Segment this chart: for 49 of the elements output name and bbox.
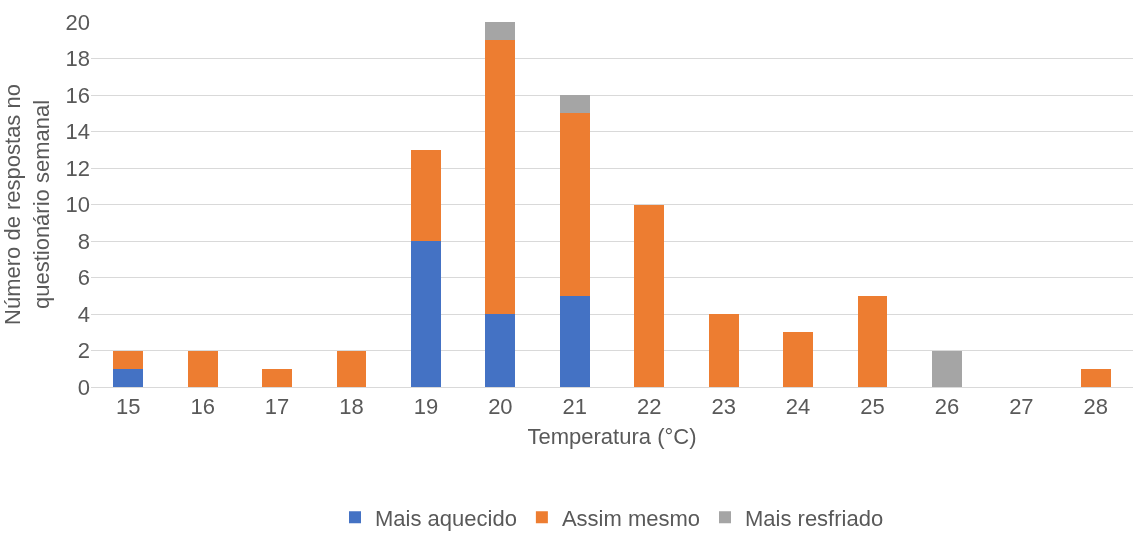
x-tick-label: 19 <box>413 394 439 420</box>
y-tick-label: 14 <box>65 119 90 145</box>
bar <box>411 149 441 241</box>
y-tick-label: 10 <box>65 192 90 218</box>
bar <box>559 113 590 296</box>
y-tick-label: 18 <box>65 46 90 72</box>
x-tick-label: 25 <box>860 394 885 420</box>
y-tick-label: 20 <box>65 9 90 35</box>
bar <box>485 314 516 387</box>
x-tick-label: 16 <box>190 394 215 420</box>
bar <box>559 295 590 387</box>
legend-label: Mais aquecido <box>375 505 517 531</box>
x-tick-label: 17 <box>264 394 290 420</box>
x-tick-label: 21 <box>562 394 588 420</box>
x-tick-label: 23 <box>711 394 736 420</box>
y-tick-label: 2 <box>77 338 90 364</box>
legend-label: Assim mesmo <box>561 505 700 531</box>
y-axis-title: Número de respostas no questionário semanal <box>0 84 54 325</box>
bar <box>559 95 590 114</box>
bar <box>113 350 144 369</box>
y-tick-label: 4 <box>77 301 90 327</box>
y-tick-label: 8 <box>77 228 90 254</box>
bar <box>187 350 218 387</box>
bar <box>634 204 665 387</box>
bar <box>485 40 516 314</box>
bar <box>411 241 441 387</box>
legend-label: Mais resfriado <box>745 505 884 531</box>
x-tick-label: 28 <box>1083 394 1109 420</box>
bar <box>113 368 144 387</box>
x-tick-label: 20 <box>488 394 513 420</box>
x-tick-label: 26 <box>934 394 960 420</box>
y-tick-label: 12 <box>65 155 90 181</box>
x-tick-label: 24 <box>785 394 811 420</box>
y-tick-label: 0 <box>77 374 90 400</box>
x-tick-label: 18 <box>339 394 364 420</box>
y-tick-label: 16 <box>65 82 90 108</box>
bar <box>857 295 888 387</box>
bar <box>262 368 292 387</box>
bar <box>1080 368 1111 387</box>
x-tick-label: 15 <box>115 394 141 420</box>
y-tick-label: 6 <box>77 265 90 291</box>
x-tick-label: 22 <box>636 394 662 420</box>
x-axis-title: Temperatura (°C) <box>527 424 697 450</box>
bar <box>336 350 367 387</box>
bar <box>932 350 962 387</box>
bar <box>708 314 739 387</box>
bar <box>783 332 813 387</box>
x-tick-label: 27 <box>1009 394 1034 420</box>
bar <box>485 22 516 41</box>
